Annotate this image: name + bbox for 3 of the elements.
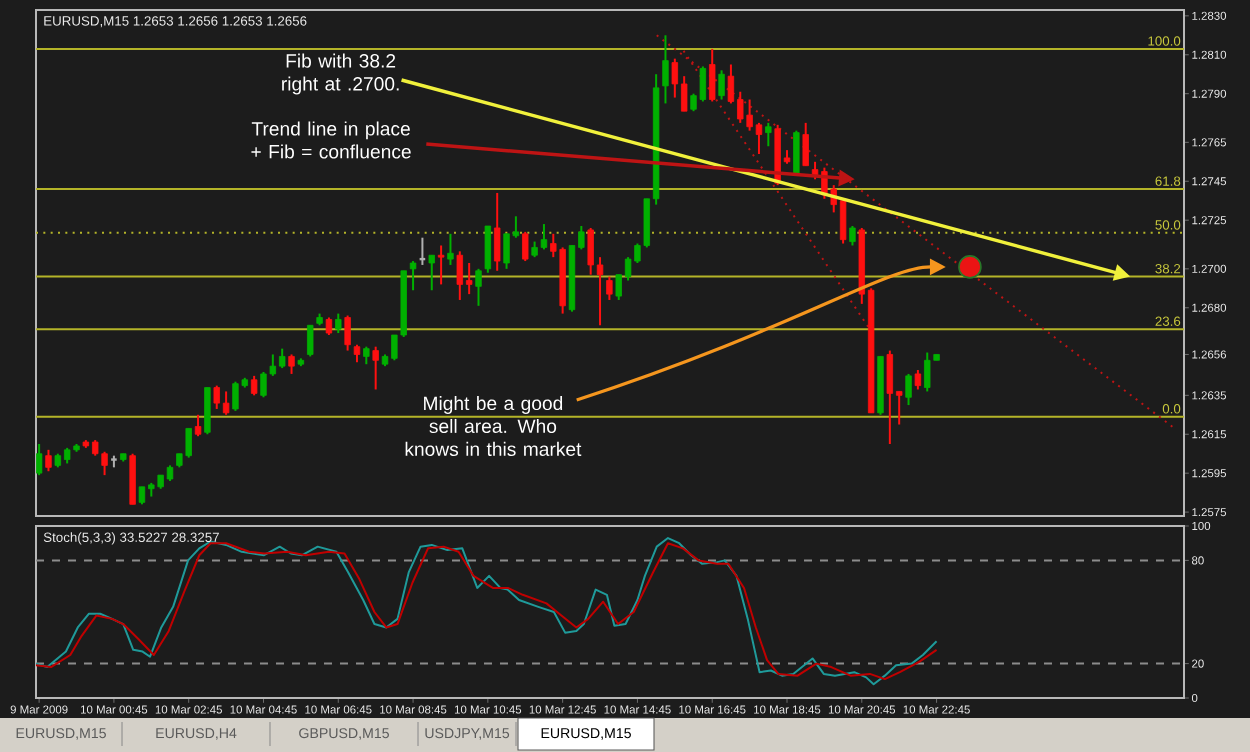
annotation: Trend line in place + Fib = confluence: [251, 121, 411, 159]
annotation: Might be a good sell area. Who knows in this market: [405, 396, 582, 456]
annotation: Fib with 38.2 right at .2700.: [282, 53, 399, 95]
